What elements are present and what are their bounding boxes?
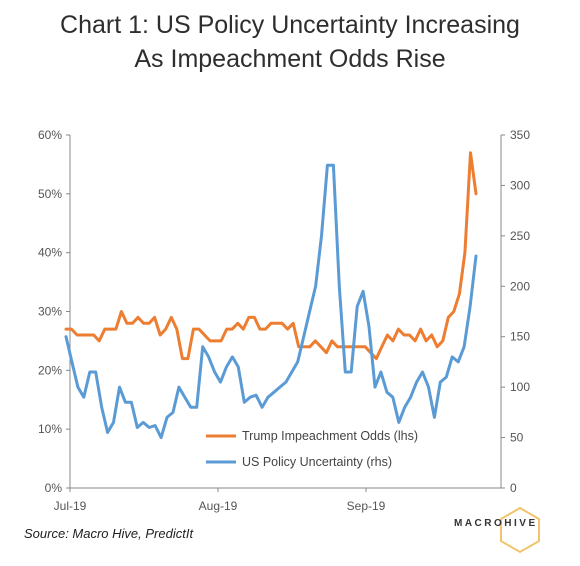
- right-axis-tick-label: 0: [510, 481, 517, 495]
- logo-text: MACROHIVE: [454, 518, 538, 529]
- title-line-1: Chart 1: US Policy Uncertainty Increasin…: [60, 11, 520, 39]
- left-axis-tick-label: 60%: [38, 128, 62, 142]
- title-line-2: As Impeachment Odds Rise: [134, 45, 446, 73]
- legend-label: Trump Impeachment Odds (lhs): [242, 429, 418, 443]
- right-axis-tick-label: 200: [510, 279, 530, 293]
- left-axis-tick-label: 20%: [38, 363, 62, 377]
- series-impeachment-odds-line: [64, 151, 478, 361]
- right-axis-tick-label: 350: [510, 128, 530, 142]
- right-axis-tick-label: 100: [510, 380, 530, 394]
- left-axis-tick-label: 0%: [45, 481, 63, 495]
- chart-title: Chart 1: US Policy Uncertainty Increasin…: [0, 8, 580, 76]
- x-axis-tick-label: Sep-19: [347, 499, 386, 513]
- left-axis-tick-label: 30%: [38, 305, 62, 319]
- legend-label: US Policy Uncertainty (rhs): [242, 455, 392, 469]
- left-axis-tick-label: 40%: [38, 246, 62, 260]
- hexagon-logo-icon: [500, 506, 540, 554]
- series-policy-uncertainty-line: [64, 163, 478, 440]
- right-axis-tick-label: 150: [510, 330, 530, 344]
- left-axis-tick-label: 50%: [38, 187, 62, 201]
- macro-hive-logo: MACROHIVE: [448, 504, 558, 554]
- right-axis-tick-label: 250: [510, 229, 530, 243]
- left-axis-tick-label: 10%: [38, 422, 62, 436]
- source-note: Source: Macro Hive, PredictIt: [24, 526, 194, 541]
- x-axis-tick-label: Jul-19: [54, 499, 87, 513]
- right-axis-tick-label: 50: [510, 431, 524, 445]
- x-axis-tick-label: Aug-19: [199, 499, 238, 513]
- right-axis-tick-label: 300: [510, 178, 530, 192]
